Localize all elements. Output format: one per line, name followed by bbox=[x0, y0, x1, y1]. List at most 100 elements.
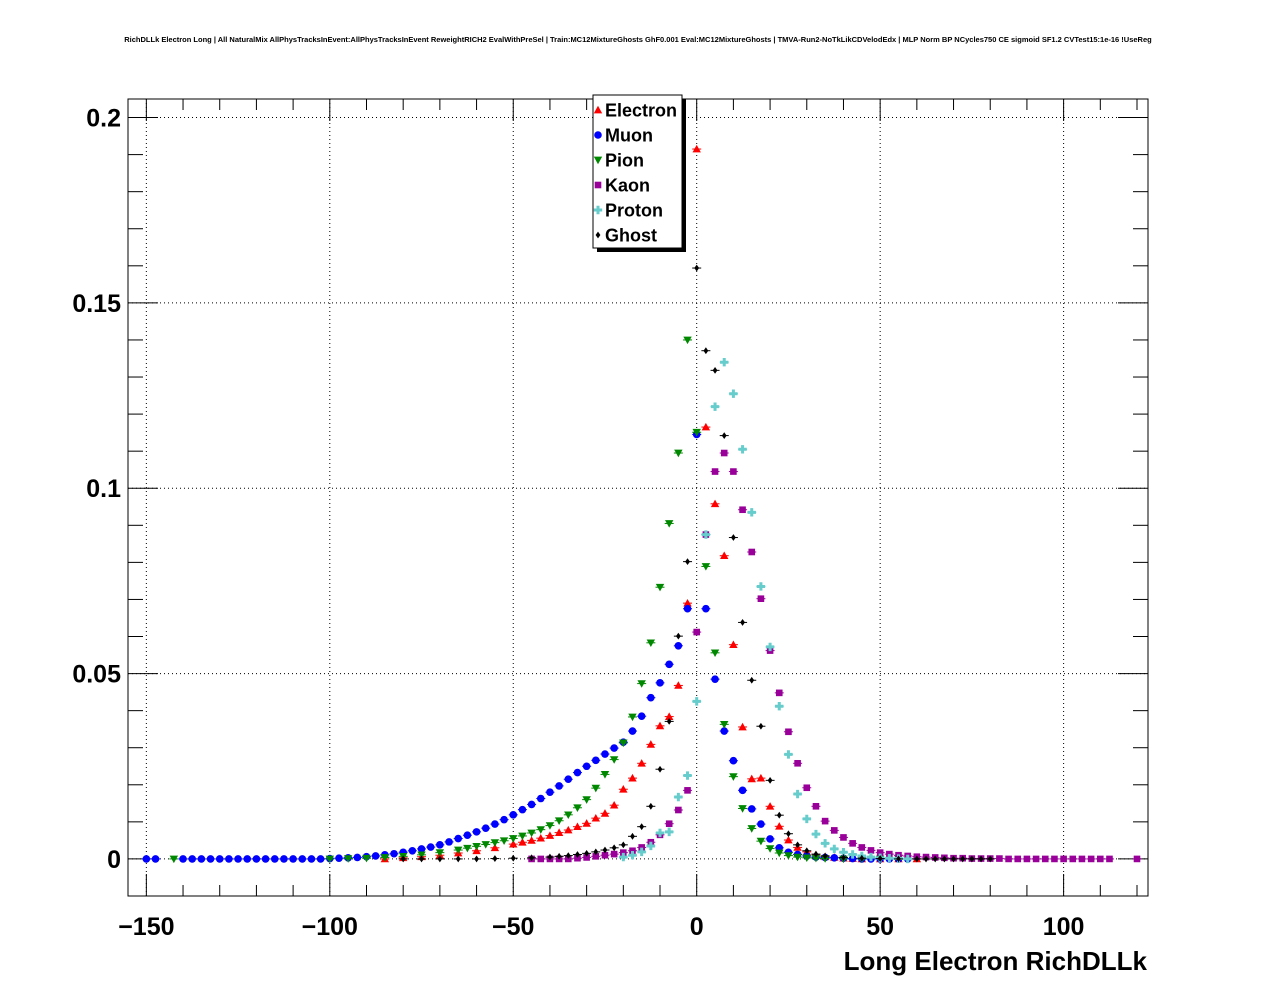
legend: Electron Muon Pion Kaon Proton Ghost bbox=[592, 94, 686, 252]
y-tick-label: 0.1 bbox=[86, 475, 121, 503]
data-point bbox=[509, 835, 518, 843]
data-point bbox=[527, 836, 536, 844]
data-point bbox=[592, 853, 600, 860]
data-point bbox=[436, 841, 444, 849]
data-point bbox=[609, 800, 619, 809]
data-point bbox=[866, 852, 876, 862]
data-point bbox=[591, 813, 601, 822]
data-point bbox=[600, 771, 610, 779]
data-point bbox=[417, 845, 426, 853]
data-point bbox=[657, 765, 663, 773]
x-tick-label: 0 bbox=[690, 913, 704, 941]
data-point bbox=[536, 794, 545, 803]
data-point bbox=[859, 854, 865, 862]
data-point bbox=[804, 847, 810, 855]
data-point bbox=[683, 336, 692, 345]
data-point bbox=[720, 449, 728, 457]
data-point bbox=[738, 805, 747, 813]
legend-marker-proton bbox=[593, 205, 603, 215]
data-point bbox=[546, 788, 554, 797]
data-point bbox=[536, 826, 545, 834]
data-point bbox=[811, 829, 821, 839]
data-point bbox=[747, 508, 756, 517]
data-point bbox=[793, 853, 802, 862]
data-point bbox=[629, 847, 636, 855]
data-point bbox=[610, 744, 618, 752]
data-point bbox=[794, 759, 801, 767]
data-point bbox=[492, 855, 498, 862]
data-point bbox=[573, 822, 582, 831]
data-point bbox=[298, 855, 307, 863]
data-point bbox=[325, 855, 334, 864]
data-point bbox=[721, 432, 727, 439]
data-point bbox=[748, 548, 756, 556]
data-point bbox=[978, 855, 984, 863]
data-point bbox=[335, 854, 343, 862]
data-point bbox=[1133, 855, 1141, 863]
data-point bbox=[711, 468, 719, 475]
data-point bbox=[664, 520, 674, 528]
data-point bbox=[951, 855, 956, 863]
data-point bbox=[841, 854, 846, 861]
data-point bbox=[499, 837, 509, 845]
data-point bbox=[765, 802, 775, 810]
data-point bbox=[756, 837, 766, 846]
data-point bbox=[481, 841, 490, 849]
data-point bbox=[565, 852, 571, 859]
data-point bbox=[738, 786, 747, 795]
x-tick-label: 50 bbox=[866, 913, 894, 941]
data-point bbox=[593, 848, 599, 856]
data-point bbox=[684, 787, 691, 794]
data-point bbox=[765, 845, 775, 853]
data-point bbox=[903, 854, 912, 864]
data-point bbox=[445, 838, 453, 846]
data-point bbox=[646, 740, 656, 748]
data-point bbox=[830, 844, 839, 854]
data-point bbox=[646, 639, 656, 648]
data-point bbox=[628, 727, 637, 735]
data-point bbox=[1014, 855, 1022, 863]
data-point bbox=[419, 855, 424, 863]
data-point bbox=[877, 855, 883, 862]
data-point bbox=[620, 849, 627, 856]
data-point bbox=[811, 854, 821, 863]
data-point bbox=[628, 773, 637, 782]
legend-marker-ghost bbox=[595, 231, 601, 239]
x-axis-title: Long Electron RichDLLk bbox=[844, 946, 1148, 976]
data-point bbox=[765, 642, 775, 652]
grid bbox=[128, 99, 1148, 896]
data-point bbox=[822, 852, 828, 860]
data-point bbox=[730, 534, 736, 541]
data-point bbox=[712, 366, 718, 374]
data-point bbox=[1032, 855, 1040, 863]
data-point bbox=[693, 628, 701, 636]
y-tick-label: 0.2 bbox=[86, 105, 121, 133]
data-point bbox=[215, 855, 224, 863]
data-point bbox=[701, 422, 711, 431]
data-point bbox=[830, 827, 838, 834]
data-point bbox=[766, 835, 774, 843]
data-point bbox=[703, 347, 709, 355]
data-point bbox=[609, 756, 619, 764]
data-point bbox=[435, 849, 445, 857]
data-point bbox=[941, 855, 947, 863]
data-point bbox=[408, 846, 417, 855]
data-point bbox=[756, 773, 766, 782]
data-point bbox=[602, 846, 608, 854]
data-point bbox=[628, 713, 637, 722]
data-point bbox=[849, 840, 856, 847]
data-point bbox=[591, 784, 601, 793]
data-point bbox=[720, 727, 729, 735]
data-point bbox=[463, 831, 472, 840]
data-point bbox=[784, 750, 793, 759]
series-pion bbox=[169, 336, 904, 864]
data-point bbox=[757, 595, 765, 603]
data-point bbox=[784, 852, 793, 860]
data-point bbox=[821, 817, 829, 825]
data-point bbox=[316, 855, 325, 863]
legend-label-electron: Electron bbox=[605, 101, 677, 121]
data-point bbox=[655, 583, 665, 592]
y-tick-label: 0.15 bbox=[72, 290, 121, 318]
data-point bbox=[188, 855, 197, 863]
